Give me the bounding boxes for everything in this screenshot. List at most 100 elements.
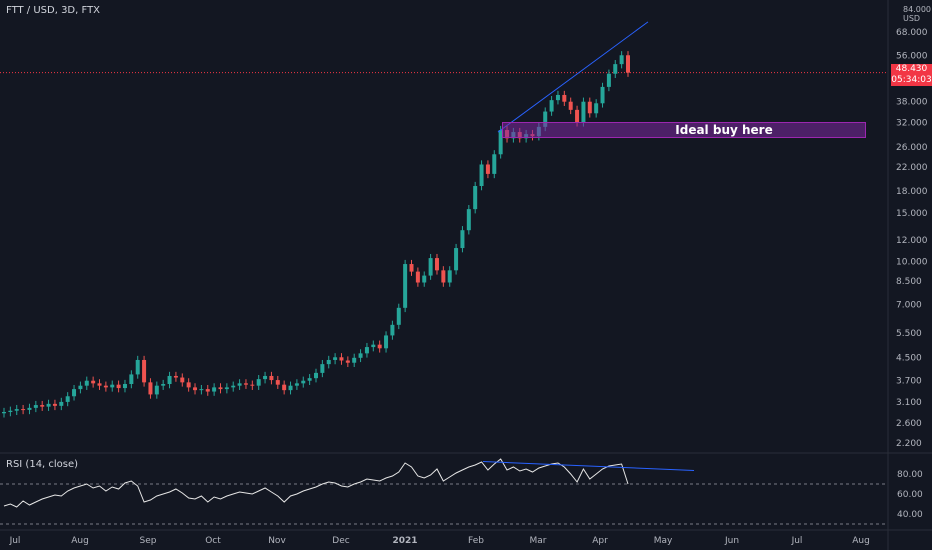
candle-body bbox=[65, 396, 70, 402]
candle-body bbox=[97, 383, 102, 386]
candle-body bbox=[390, 324, 395, 336]
x-tick-label: May bbox=[654, 536, 673, 546]
last-price-value: 48.430 bbox=[895, 64, 928, 74]
candle-body bbox=[231, 385, 236, 388]
candle-body bbox=[173, 375, 178, 378]
candle-body bbox=[320, 364, 325, 373]
candle-body bbox=[575, 109, 580, 123]
candle-body bbox=[275, 380, 280, 385]
y-tick-label: 3.100 bbox=[896, 398, 922, 408]
rsi-tick-label: 60.00 bbox=[897, 490, 923, 500]
candle-body bbox=[129, 374, 134, 385]
candle-body bbox=[568, 101, 573, 110]
y-tick-label: 2.600 bbox=[896, 419, 922, 429]
candle-body bbox=[84, 380, 89, 386]
candle-body bbox=[466, 209, 471, 231]
y-tick-label: 7.000 bbox=[896, 300, 922, 310]
last-price-tag: 48.430 05:34:03 bbox=[891, 64, 932, 86]
candle-body bbox=[498, 130, 503, 155]
candle-body bbox=[91, 380, 96, 384]
candle-body bbox=[161, 384, 166, 386]
candle-body bbox=[288, 385, 293, 391]
candle-body bbox=[358, 353, 363, 358]
price-trendline bbox=[497, 21, 649, 133]
ideal-buy-annotation[interactable]: Ideal buy here bbox=[502, 122, 866, 138]
candle-body bbox=[40, 405, 45, 407]
candle-body bbox=[403, 264, 408, 308]
candle-body bbox=[613, 64, 618, 74]
candle-body bbox=[434, 258, 439, 271]
candle-body bbox=[396, 307, 401, 325]
y-tick-label: 4.500 bbox=[896, 353, 922, 363]
y-tick-label: 18.000 bbox=[896, 187, 928, 197]
candle-body bbox=[543, 111, 548, 127]
candle-body bbox=[428, 258, 433, 276]
candle-body bbox=[78, 385, 83, 390]
annotation-text: Ideal buy here bbox=[675, 123, 773, 137]
candle-body bbox=[263, 375, 268, 380]
y-tick-label: 3.700 bbox=[896, 377, 922, 387]
candle-body bbox=[180, 377, 185, 383]
x-tick-label: Apr bbox=[592, 536, 608, 546]
candle-body bbox=[2, 411, 6, 414]
x-tick-label: Jun bbox=[724, 536, 739, 546]
x-tick-label: Mar bbox=[530, 536, 547, 546]
currency-top-tick: 84.000 bbox=[903, 5, 931, 14]
candle-body bbox=[205, 389, 210, 392]
candle-body bbox=[447, 270, 452, 283]
candle-body bbox=[148, 382, 153, 395]
candle-body bbox=[301, 380, 306, 384]
candle-body bbox=[555, 94, 560, 101]
candle-body bbox=[186, 382, 191, 388]
countdown-value: 05:34:03 bbox=[891, 75, 932, 85]
y-tick-label: 38.000 bbox=[896, 98, 928, 108]
candle-body bbox=[27, 407, 32, 410]
candle-body bbox=[21, 409, 26, 411]
y-tick-label: 12.000 bbox=[896, 236, 928, 246]
y-tick-label: 2.200 bbox=[896, 439, 922, 449]
y-tick-label: 22.000 bbox=[896, 163, 928, 173]
candle-body bbox=[224, 387, 229, 390]
candle-body bbox=[33, 405, 38, 408]
candle-body bbox=[549, 100, 554, 112]
candle-body bbox=[562, 94, 567, 102]
candle-body bbox=[473, 186, 478, 210]
candle-body bbox=[364, 347, 369, 354]
currency-label: 84.000 USD bbox=[903, 5, 931, 23]
candle-body bbox=[377, 344, 382, 349]
candle-body bbox=[345, 360, 350, 363]
y-tick-label: 15.000 bbox=[896, 209, 928, 219]
y-tick-label: 26.000 bbox=[896, 143, 928, 153]
x-tick-label: Dec bbox=[332, 536, 349, 546]
candle-body bbox=[600, 86, 605, 104]
candle-body bbox=[8, 410, 13, 412]
candle-body bbox=[479, 164, 484, 187]
candle-body bbox=[154, 385, 159, 395]
y-tick-label: 32.000 bbox=[896, 118, 928, 128]
x-tick-label: Jul bbox=[791, 536, 803, 546]
candle-body bbox=[59, 401, 64, 406]
candle-body bbox=[218, 387, 223, 390]
candle-body bbox=[135, 359, 140, 375]
candle-body bbox=[269, 375, 274, 381]
y-tick-label: 10.000 bbox=[896, 258, 928, 268]
candle-body bbox=[116, 384, 121, 389]
candle-body bbox=[333, 357, 338, 360]
candle-body bbox=[422, 275, 427, 283]
x-tick-label: Aug bbox=[852, 536, 870, 546]
candle-body bbox=[142, 359, 147, 383]
y-tick-label: 56.000 bbox=[896, 51, 928, 61]
candle-body bbox=[72, 389, 77, 397]
candle-body bbox=[212, 387, 217, 392]
candle-body bbox=[492, 154, 497, 174]
candle-body bbox=[110, 384, 115, 388]
candle-body bbox=[594, 103, 599, 114]
rsi-line bbox=[3, 458, 629, 508]
x-tick-label: Jul bbox=[9, 536, 21, 546]
x-tick-label: 2021 bbox=[392, 536, 417, 546]
candle-body bbox=[237, 383, 242, 386]
candle-body bbox=[46, 403, 51, 407]
candle-body bbox=[314, 372, 318, 379]
candle-body bbox=[193, 387, 198, 391]
